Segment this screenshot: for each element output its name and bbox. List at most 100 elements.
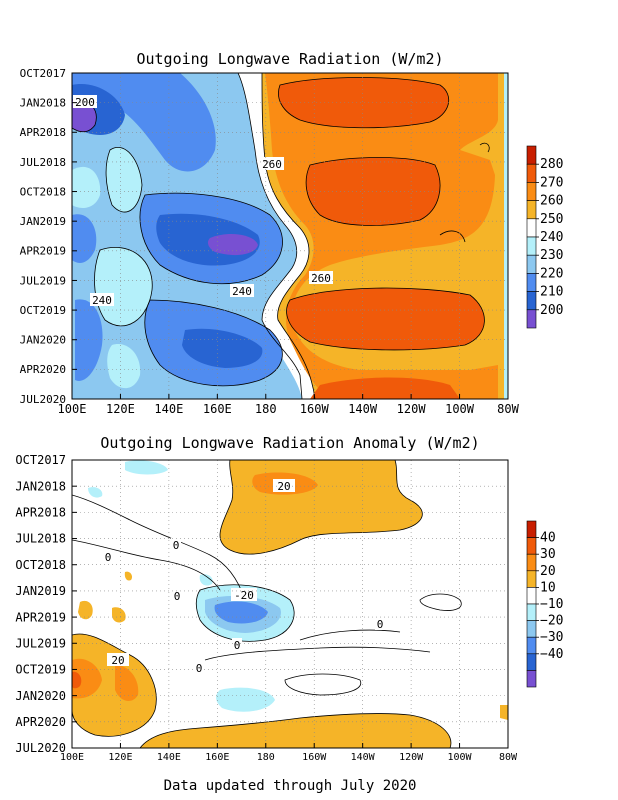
svg-text:20: 20 [111, 654, 124, 667]
y-tick-label: JAN2019 [20, 215, 66, 228]
x-tick-label: 120W [397, 402, 427, 416]
x-tick-label: 100E [60, 752, 84, 763]
colorbar-label: 30 [540, 547, 556, 562]
x-tick-label: 120E [108, 752, 132, 763]
top-contour-label: 260 [260, 157, 284, 171]
y-tick-label: JUL2020 [20, 393, 66, 406]
y-tick-label: JUL2019 [20, 274, 66, 287]
bottom-contour-label: 0 [232, 638, 242, 652]
svg-text:0: 0 [174, 590, 181, 603]
y-tick-label: APR2018 [20, 126, 66, 139]
y-tick-label: OCT2017 [20, 67, 66, 80]
top-plot-frame [71, 72, 509, 400]
colorbar-label: 240 [540, 230, 563, 245]
colorbar-swatch [526, 603, 537, 621]
y-tick-label: JAN2018 [20, 96, 66, 109]
top-contour-lines [72, 73, 490, 399]
top-chart-title: Outgoing Longwave Radiation (W/m2) [136, 50, 443, 68]
bottom-chart-plot-area: 20 0 0 0 -20 0 20 0 0 [72, 460, 508, 748]
bottom-negative-anomaly [214, 601, 268, 624]
top-contour-label: 260 [309, 271, 333, 285]
x-tick-label: 180 [255, 402, 277, 416]
colorbar-swatch [526, 273, 537, 292]
footer-note: Data updated through July 2020 [164, 778, 417, 794]
colorbar-swatch [526, 254, 537, 274]
x-tick-label: 160W [302, 752, 327, 763]
x-tick-label: 100W [445, 402, 475, 416]
y-tick-label: OCT2019 [20, 304, 66, 317]
top-gridlines [72, 73, 508, 399]
top-field-260-region [265, 73, 498, 399]
bottom-positive-anomaly [140, 713, 451, 748]
colorbar-label: 270 [540, 175, 563, 190]
bottom-gridlines [72, 460, 508, 748]
colorbar-swatch [526, 570, 537, 588]
bottom-contour-label: 0 [172, 589, 182, 603]
bottom-positive-anomaly [72, 658, 102, 699]
y-tick-label: JUL2018 [15, 532, 66, 546]
x-tick-label: 180 [257, 752, 275, 763]
colorbar-swatch [526, 309, 537, 329]
bottom-positive-anomaly [500, 705, 508, 720]
bottom-negative-anomaly [199, 574, 213, 586]
top-field-190-core [207, 234, 258, 256]
bottom-negative-anomaly [88, 487, 103, 498]
svg-text:240: 240 [232, 285, 252, 298]
bottom-y-axis: OCT2017 JAN2018 APR2018 JUL2018 OCT2018 JAN20… [15, 453, 77, 755]
bottom-x-axis: 100E 120E 140E 160E 180 160W 140W 120W 100W 80W [60, 743, 518, 763]
colorbar-swatch [526, 291, 537, 311]
svg-text:0: 0 [377, 618, 384, 631]
colorbar-label: −40 [540, 647, 563, 662]
top-contour-label: 200 [73, 95, 97, 109]
top-field-230-patch [106, 147, 142, 213]
top-x-axis: 100E 120E 140E 160E 180 160W 140W 120W 100W 80W [58, 394, 520, 416]
colorbar-swatch [526, 537, 537, 555]
bottom-contour-label: 0 [194, 661, 204, 675]
colorbar-label: 20 [540, 564, 556, 579]
x-tick-label: 140E [157, 752, 181, 763]
bottom-positive-anomaly [115, 665, 139, 702]
colorbar-swatch [526, 620, 537, 638]
top-field-200-core [182, 328, 263, 368]
top-contour-label: 240 [90, 293, 114, 307]
colorbar-label: 280 [540, 157, 563, 172]
x-tick-label: 140W [348, 402, 378, 416]
colorbar-swatch [526, 218, 537, 238]
y-tick-label: APR2019 [15, 610, 66, 624]
bottom-positive-anomaly [78, 600, 93, 620]
bottom-positive-anomaly [72, 671, 82, 689]
x-tick-label: 160E [205, 752, 229, 763]
top-y-axis: OCT2017 JAN2018 APR2018 JUL2018 OCT2018 JAN20… [20, 67, 77, 406]
colorbar-swatch [526, 145, 537, 165]
colorbar-label: 200 [540, 303, 563, 318]
colorbar-label: −10 [540, 597, 563, 612]
y-tick-label: JUL2019 [15, 636, 66, 650]
svg-text:0: 0 [234, 639, 241, 652]
colorbar-swatch [526, 163, 537, 183]
colorbar-label: 40 [540, 531, 556, 546]
top-field-270-core [286, 288, 485, 350]
colorbar-swatch [526, 670, 537, 688]
colorbar-swatch [526, 182, 537, 201]
top-field-270-core [278, 77, 449, 128]
colorbar-swatch [526, 236, 537, 256]
x-tick-label: 140W [351, 752, 376, 763]
colorbar-label: 210 [540, 285, 563, 300]
top-field-240-band [238, 73, 315, 399]
top-field-230-patch [72, 166, 101, 208]
colorbar-label: 220 [540, 266, 563, 281]
top-field-right-250 [496, 73, 504, 399]
svg-text:-20: -20 [234, 589, 254, 602]
colorbar-label: −30 [540, 630, 563, 645]
svg-text:260: 260 [311, 272, 331, 285]
x-tick-label: 120W [399, 752, 424, 763]
y-tick-label: APR2020 [20, 363, 66, 376]
bottom-contour-label: 0 [103, 550, 113, 564]
bottom-contour-label: 20 [107, 653, 129, 667]
colorbar-swatch [526, 587, 537, 605]
y-tick-label: OCT2018 [20, 185, 66, 198]
colorbar-label: 10 [540, 580, 556, 595]
top-field-270-core [306, 157, 440, 226]
y-tick-label: OCT2019 [15, 663, 66, 677]
